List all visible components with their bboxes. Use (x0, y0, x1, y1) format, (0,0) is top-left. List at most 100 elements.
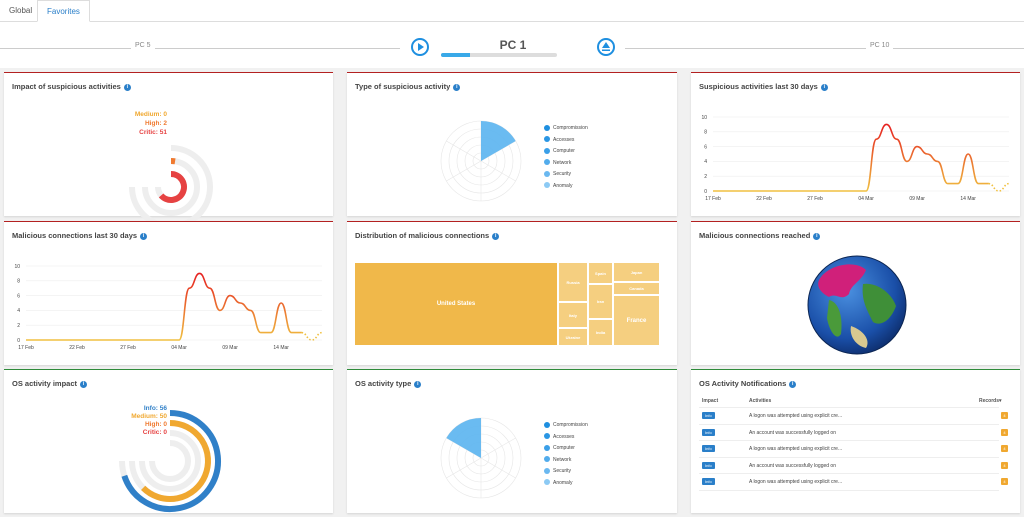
info-icon[interactable]: i (80, 380, 88, 388)
legend-swatch (544, 421, 550, 428)
treemap-cell[interactable]: Canada (613, 282, 660, 295)
y-tick-label: 10 (14, 264, 20, 270)
column-header-impact[interactable]: Impact (702, 398, 719, 404)
y-tick-label: 6 (17, 293, 20, 299)
gauge-label-critic: Critic: 51 (139, 129, 167, 136)
table-row[interactable]: Info A logon was attempted using explicit… (699, 474, 1008, 491)
legend-swatch (544, 124, 550, 131)
info-icon[interactable]: i (820, 83, 828, 91)
line-chart: 0 2 4 6 8 10 17 Feb 22 Feb 27 Feb 04 Mar 09 Mar 14 … (14, 264, 323, 351)
info-icon[interactable]: i (123, 83, 131, 91)
pc-current-label: PC 1 (499, 38, 527, 52)
records-badge: 4 (1001, 412, 1008, 420)
gauge-track (139, 430, 201, 492)
gauge-track (149, 440, 191, 482)
gauge-track (129, 145, 213, 229)
impact-badge: Info (702, 461, 715, 469)
legend-item[interactable]: Compromission (544, 123, 588, 135)
impact-badge: Info (702, 428, 715, 436)
info-icon[interactable]: i (140, 232, 148, 240)
play-button[interactable] (411, 38, 429, 56)
gauge-label-medium: Medium: 0 (134, 111, 167, 118)
info-icon[interactable]: i (453, 83, 461, 91)
gauge-label-high: High: 2 (144, 120, 167, 127)
legend-label: Accesses (553, 136, 575, 143)
legend-swatch (544, 159, 550, 166)
legend-item[interactable]: Security (544, 169, 588, 181)
column-header-records[interactable]: Records▾ (979, 394, 1002, 408)
legend-item[interactable]: Computer (544, 146, 588, 158)
x-tick-label: 04 Mar (858, 196, 874, 202)
polar-grid-spoke (446, 140, 482, 162)
card-title: OS activity impact (12, 379, 78, 388)
treemap-cell[interactable]: Iran (588, 284, 613, 319)
table-row[interactable]: Info A logon was attempted using explicit… (699, 408, 1008, 425)
gauge-label-info: Info: 56 (143, 405, 167, 412)
info-icon[interactable]: i (789, 380, 797, 388)
info-icon[interactable]: i (813, 232, 821, 240)
y-tick-label: 2 (704, 174, 707, 180)
treemap-cell[interactable]: Spain (588, 262, 613, 284)
gauge-label-critic: Critic: 0 (142, 429, 167, 436)
records-badge: 4 (1001, 445, 1008, 453)
treemap-cell[interactable]: Italy (558, 302, 588, 328)
tab-favorites[interactable]: Favorites (37, 0, 90, 22)
legend-item[interactable]: Accesses (544, 432, 588, 444)
polar-grid-spoke (480, 437, 516, 459)
polar-grid-spoke (480, 160, 516, 182)
radial-gauge (119, 410, 221, 512)
legend-label: Anomaly (553, 479, 573, 486)
legend-swatch (544, 456, 550, 463)
treemap-cell[interactable]: India (588, 319, 613, 346)
pc-next-label[interactable]: PC 10 (866, 42, 894, 49)
card-title: Suspicious activities last 30 days (699, 82, 818, 91)
legend-item[interactable]: Anomaly (544, 181, 588, 193)
y-tick-label: 4 (704, 159, 707, 165)
treemap-cell-france[interactable]: France (613, 295, 660, 346)
tab-global[interactable]: Global (9, 6, 33, 15)
pc-navigation (0, 22, 1024, 68)
legend-swatch (544, 136, 550, 143)
card-title: Malicious connections reached (699, 231, 811, 240)
column-header-activities[interactable]: Activities (749, 398, 772, 404)
eject-icon (602, 42, 610, 51)
info-icon[interactable]: i (492, 232, 500, 240)
gauge-track (142, 158, 200, 216)
treemap-cell[interactable]: Ukraine (558, 328, 588, 346)
records-header-label: Records (979, 398, 1000, 404)
polar-grid-spoke (480, 457, 516, 479)
treemap-cell[interactable]: Japan (613, 262, 660, 282)
sort-down-icon: ▾ (999, 398, 1002, 404)
legend-item[interactable]: Anomaly (544, 478, 588, 490)
card-impact-suspicious: Impact of suspicious activities i Medium:… (4, 72, 333, 229)
table-row[interactable]: Info An account was successfully logged o… (699, 458, 1008, 474)
info-icon[interactable]: i (414, 380, 422, 388)
legend-item[interactable]: Security (544, 466, 588, 478)
card-title: Type of suspicious activity (355, 82, 451, 91)
y-tick-label: 6 (704, 144, 707, 150)
x-tick-label: 14 Mar (273, 345, 289, 351)
x-tick-label: 27 Feb (120, 345, 136, 351)
table-row[interactable]: Info An account was successfully logged o… (699, 425, 1008, 441)
legend-item[interactable]: Accesses (544, 135, 588, 147)
legend-item[interactable]: Computer (544, 443, 588, 455)
impact-cell: Info (702, 408, 715, 424)
pc-prev-label[interactable]: PC 5 (131, 42, 155, 49)
legend-label: Computer (553, 148, 575, 154)
activity-cell: A logon was attempted using explicit cre… (749, 446, 843, 452)
line-chart: 0 2 4 6 8 10 17 Feb 22 Feb 27 Feb 04 Mar 09 Mar 14 … (701, 115, 1010, 202)
radial-gauge (129, 145, 213, 229)
polar-chart (440, 120, 522, 202)
gauge-arc-critic (158, 171, 187, 203)
legend-item[interactable]: Network (544, 158, 588, 170)
treemap-cell-united-states[interactable]: United States (354, 262, 558, 346)
y-tick-label: 0 (17, 338, 20, 344)
globe-map[interactable] (691, 222, 1020, 366)
legend-item[interactable]: Compromission (544, 420, 588, 432)
legend-swatch (544, 147, 550, 154)
eject-button[interactable] (597, 38, 615, 56)
table-row[interactable]: Info A logon was attempted using explicit… (699, 441, 1008, 458)
legend-item[interactable]: Network (544, 455, 588, 467)
treemap-cell[interactable]: Russia (558, 262, 588, 302)
legend-swatch (544, 433, 550, 440)
